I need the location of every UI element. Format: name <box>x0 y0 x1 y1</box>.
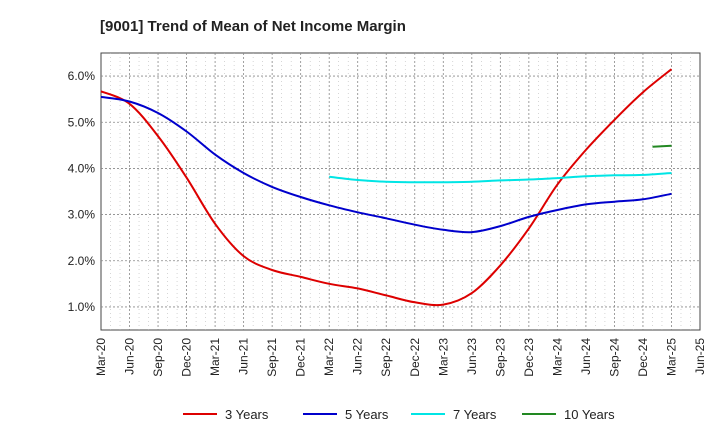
x-tick-label: Mar-23 <box>436 338 450 376</box>
series-line-5-years <box>100 95 672 234</box>
x-axis: Mar-20 Jun-20 Sep-20 Dec-20 Mar-21 Jun-21 Sep-… <box>94 338 707 377</box>
x-tick-label: Sep-23 <box>493 338 507 377</box>
y-tick-label: 2.0% <box>68 254 96 268</box>
x-tick-label: Jun-21 <box>237 338 251 375</box>
y-tick-label: 1.0% <box>68 300 96 314</box>
x-tick-label: Mar-20 <box>94 338 108 376</box>
legend: 3 Years 5 Years 7 Years 10 Years <box>183 407 615 422</box>
x-tick-label: Jun-22 <box>351 338 365 375</box>
legend-label: 10 Years <box>564 407 615 422</box>
series-line-3-years <box>100 68 673 307</box>
x-tick-label: Jun-23 <box>465 338 479 375</box>
y-tick-label: 3.0% <box>68 208 96 222</box>
x-tick-label: Mar-21 <box>208 338 222 376</box>
x-tick-label: Sep-24 <box>607 338 621 377</box>
x-tick-label: Mar-24 <box>550 338 564 376</box>
y-axis: 1.0% 2.0% 3.0% 4.0% 5.0% 6.0% <box>68 69 96 314</box>
chart-title: [9001] Trend of Mean of Net Income Margi… <box>100 18 406 35</box>
x-tick-label: Dec-20 <box>180 338 194 377</box>
legend-label: 3 Years <box>225 407 269 422</box>
legend-label: 5 Years <box>345 407 389 422</box>
x-tick-label: Sep-20 <box>151 338 165 377</box>
x-tick-label: Mar-22 <box>322 338 336 376</box>
x-tick-label: Dec-22 <box>408 338 422 377</box>
series-line-7-years <box>329 172 672 184</box>
series-lines <box>100 68 673 307</box>
y-tick-label: 6.0% <box>68 69 96 83</box>
legend-label: 7 Years <box>453 407 497 422</box>
x-tick-label: Sep-21 <box>265 338 279 377</box>
series-line-10-years <box>652 144 672 148</box>
y-tick-label: 5.0% <box>68 115 96 129</box>
x-tick-label: Dec-23 <box>522 338 536 377</box>
x-tick-label: Sep-22 <box>379 338 393 377</box>
x-tick-label: Mar-25 <box>664 338 678 376</box>
x-tick-label: Dec-24 <box>636 338 650 377</box>
y-tick-label: 4.0% <box>68 161 96 175</box>
x-tick-label: Dec-21 <box>294 338 308 377</box>
x-tick-label: Jun-25 <box>693 338 707 375</box>
x-tick-label: Jun-24 <box>579 338 593 375</box>
plot-area <box>100 52 701 331</box>
x-tick-label: Jun-20 <box>123 338 137 375</box>
